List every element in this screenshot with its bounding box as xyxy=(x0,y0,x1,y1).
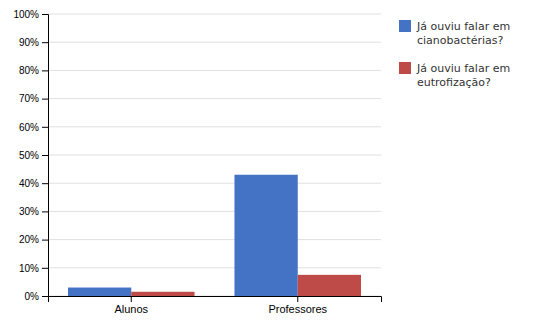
y-tick: 10% xyxy=(19,263,48,274)
grid-line xyxy=(48,70,381,71)
bar-series xyxy=(131,275,361,296)
legend-item: Já ouviu falar emcianobactérias? xyxy=(399,20,510,47)
legend-item: Já ouviu falar emeutrofização? xyxy=(399,62,510,89)
grid-line xyxy=(48,267,381,268)
y-tick-label: 0% xyxy=(25,291,40,302)
y-tick-mark xyxy=(42,296,48,297)
y-tick-label: 70% xyxy=(19,93,39,104)
x-tick: Alunos xyxy=(114,296,148,315)
y-tick-mark xyxy=(42,99,48,100)
y-tick: 90% xyxy=(19,37,48,48)
grid-line xyxy=(48,98,381,99)
grid xyxy=(48,14,381,296)
grid-line xyxy=(48,211,381,212)
y-tick-mark xyxy=(42,155,48,156)
x-tick-mark xyxy=(297,296,298,302)
y-tick-label: 100% xyxy=(13,9,39,20)
y-tick-mark xyxy=(42,70,48,71)
bar xyxy=(298,275,361,296)
x-axis: Alunos Professores xyxy=(49,296,382,315)
y-axis: 0% 10% 20% 30% 40% 50% 60% 70% 80% 90% 100% xyxy=(13,9,48,302)
y-tick-mark xyxy=(42,42,48,43)
y-tick: 50% xyxy=(19,150,48,161)
grid-line xyxy=(48,239,381,240)
plot: 0% 10% 20% 30% 40% 50% 60% 70% 80% 90% 100% Alunos P… xyxy=(13,9,381,315)
y-tick: 20% xyxy=(19,234,48,245)
y-tick-mark xyxy=(42,14,48,15)
y-tick: 70% xyxy=(19,93,48,104)
y-tick-label: 10% xyxy=(19,263,39,274)
bar-series xyxy=(68,175,298,296)
y-tick-label: 60% xyxy=(19,122,39,133)
x-tick-mark xyxy=(131,296,132,302)
x-tick: Professores xyxy=(268,296,327,315)
grid-line xyxy=(48,14,381,15)
legend-swatch xyxy=(399,20,411,32)
legend-label-line: Já ouviu falar em xyxy=(416,62,510,75)
y-tick: 100% xyxy=(13,9,48,20)
x-tick-label: Professores xyxy=(268,303,327,315)
y-tick-label: 90% xyxy=(19,37,39,48)
y-axis-line xyxy=(42,15,49,297)
y-tick: 30% xyxy=(19,206,48,217)
y-tick-label: 50% xyxy=(19,150,39,161)
legend-label: Já ouviu falar emeutrofização? xyxy=(416,62,510,89)
bar xyxy=(68,288,131,296)
grid-line xyxy=(48,42,381,43)
grid-line xyxy=(48,155,381,156)
chart: 0% 10% 20% 30% 40% 50% 60% 70% 80% 90% 100% Alunos P… xyxy=(0,0,541,328)
y-tick-label: 80% xyxy=(19,65,39,76)
bar xyxy=(131,292,194,296)
bar xyxy=(234,175,297,296)
x-tick-label: Alunos xyxy=(114,303,148,315)
y-tick: 40% xyxy=(19,178,48,189)
legend-label-line: eutrofização? xyxy=(417,76,491,89)
y-tick-mark xyxy=(42,240,48,241)
y-tick-label: 20% xyxy=(19,234,39,245)
grid-line xyxy=(48,126,381,127)
bars xyxy=(68,175,361,296)
y-tick-label: 30% xyxy=(19,206,39,217)
y-tick: 0% xyxy=(25,291,48,302)
y-tick-mark xyxy=(42,211,48,212)
y-tick: 80% xyxy=(19,65,48,76)
y-tick: 60% xyxy=(19,122,48,133)
legend-label: Já ouviu falar emcianobactérias? xyxy=(416,20,510,47)
y-tick-mark xyxy=(42,268,48,269)
y-tick-label: 40% xyxy=(19,178,39,189)
y-tick-mark xyxy=(42,127,48,128)
legend: Já ouviu falar emcianobactérias?Já ouviu… xyxy=(399,20,510,89)
y-tick-mark xyxy=(42,183,48,184)
x-axis-line xyxy=(49,297,382,303)
legend-label-line: cianobactérias? xyxy=(417,34,503,47)
grid-line xyxy=(48,183,381,184)
legend-swatch xyxy=(399,62,411,74)
legend-label-line: Já ouviu falar em xyxy=(416,20,510,33)
